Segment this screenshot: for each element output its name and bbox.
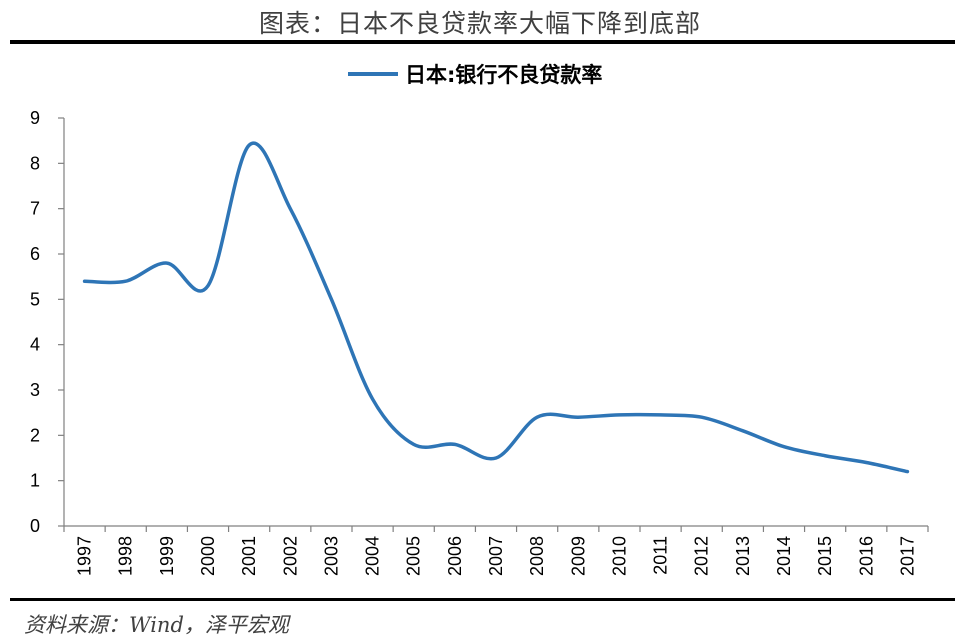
data-point-2011	[659, 413, 663, 417]
y-tick-label: 3	[30, 380, 40, 400]
x-tick-label: 2003	[321, 536, 341, 576]
series-line-npl-ratio	[82, 141, 910, 474]
x-tick-label: 2012	[692, 536, 712, 576]
chart-legend: 日本:银行不良贷款率	[348, 63, 602, 87]
data-point-2001	[247, 143, 251, 147]
data-point-2015	[823, 454, 827, 458]
source-note: 资料来源：Wind，泽平宏观	[24, 613, 289, 637]
x-tick-label: 1997	[75, 536, 95, 576]
y-tick-label: 2	[30, 425, 40, 445]
top-divider	[10, 40, 955, 44]
data-point-2009	[576, 415, 580, 419]
data-point-2014	[782, 445, 786, 449]
x-tick-label: 1998	[116, 536, 136, 576]
chart-series	[82, 141, 910, 474]
data-point-2010	[617, 413, 621, 417]
y-tick-label: 8	[30, 153, 40, 173]
x-tick-label: 2008	[527, 536, 547, 576]
x-tick-label: 2011	[651, 536, 671, 575]
x-tick-label: 2013	[733, 536, 753, 576]
data-point-1997	[83, 279, 87, 283]
data-point-2004	[371, 397, 375, 401]
y-tick-label: 1	[30, 471, 40, 491]
y-tick-label: 9	[30, 108, 40, 128]
x-tick-label: 2014	[774, 536, 794, 576]
data-point-2006	[453, 442, 457, 446]
x-tick-label: 2016	[856, 536, 876, 576]
y-tick-label: 5	[30, 289, 40, 309]
y-tick-label: 4	[30, 335, 40, 355]
data-point-2002	[288, 207, 292, 211]
data-point-2003	[329, 297, 333, 301]
y-tick-label: 6	[30, 244, 40, 264]
x-tick-label: 2002	[280, 536, 300, 576]
x-tick-label: 2010	[609, 536, 629, 576]
y-tick-label: 7	[30, 199, 40, 219]
data-point-1999	[165, 261, 169, 265]
x-tick-label: 2006	[445, 536, 465, 576]
data-point-2005	[412, 442, 416, 446]
x-tick-label: 2017	[897, 536, 917, 576]
data-point-2008	[535, 415, 539, 419]
page-title: 图表：日本不良贷款率大幅下降到底部	[258, 9, 701, 38]
line-chart: 日本:银行不良贷款率 0 1 2 3 4 5 6 7 8 9 1997 1998 1999 2000 200…	[30, 63, 929, 576]
data-point-2017	[905, 470, 909, 474]
x-tick-label: 2015	[815, 536, 835, 576]
x-tick-label: 2000	[198, 536, 218, 576]
legend-label: 日本:银行不良贷款率	[405, 63, 602, 87]
x-tick-label: 2005	[404, 536, 424, 576]
bottom-divider	[10, 598, 955, 601]
data-point-1998	[124, 279, 128, 283]
x-tick-label: 2001	[239, 536, 259, 576]
data-point-2013	[741, 429, 745, 433]
x-tick-label: 2004	[363, 536, 383, 576]
chart-axes: 0 1 2 3 4 5 6 7 8 9 1997 1998 1999 2000 2001 2002 2003 20…	[30, 108, 929, 576]
data-point-2016	[864, 461, 868, 465]
y-tick-label: 0	[30, 516, 40, 536]
data-point-2000	[206, 284, 210, 288]
data-point-2007	[494, 456, 498, 460]
x-tick-label: 1999	[157, 536, 177, 576]
x-tick-label: 2007	[486, 536, 506, 576]
x-tick-label: 2009	[568, 536, 588, 576]
data-point-2012	[700, 415, 704, 419]
